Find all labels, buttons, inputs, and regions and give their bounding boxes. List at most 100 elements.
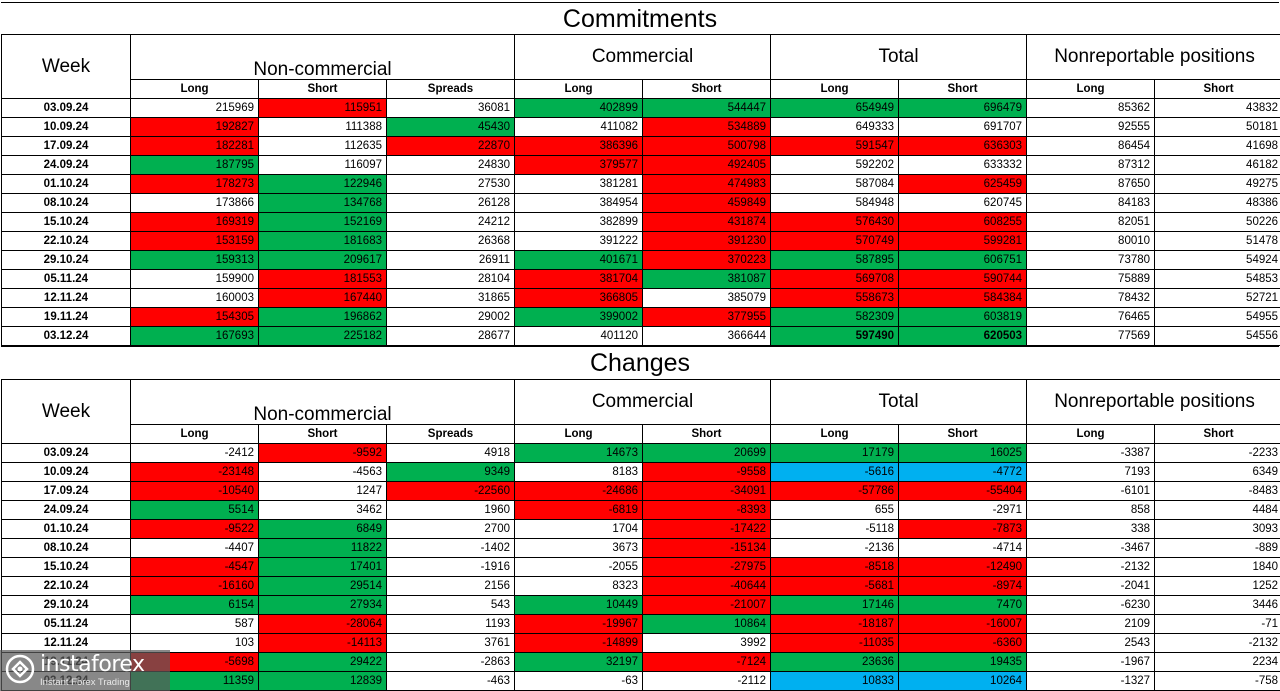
value-cell: -3467	[1026, 538, 1156, 558]
value-cell: 597490	[770, 326, 900, 346]
value-cell: 26368	[386, 231, 515, 251]
value-cell: 187795	[130, 155, 259, 175]
week-cell: 29.10.24	[1, 595, 131, 615]
value-cell: 27934	[258, 595, 387, 615]
value-cell: 46182	[1154, 155, 1280, 175]
commercial-header: Commercial	[513, 379, 772, 425]
week-cell: 01.10.24	[1, 174, 131, 194]
week-cell: 01.10.24	[1, 519, 131, 539]
instaforex-logo-icon	[5, 654, 35, 684]
column-header: Long	[514, 424, 643, 444]
value-cell: 386396	[514, 136, 643, 156]
value-cell: 17146	[770, 595, 900, 615]
value-cell: 570749	[770, 231, 900, 251]
value-cell: 543	[386, 595, 515, 615]
group-header-row: Week Non-commercial Commercial Total Nonrepo…	[1, 34, 1280, 99]
value-cell: 3093	[1154, 519, 1280, 539]
value-cell: 1840	[1154, 557, 1280, 577]
week-cell: 03.09.24	[1, 98, 131, 118]
value-cell: 587084	[770, 174, 900, 194]
table-row: 17.09.24 -10540 1247 -22560 -24686 -34091 -577…	[1, 481, 1280, 501]
value-cell: 576430	[770, 212, 900, 232]
value-cell: -7873	[898, 519, 1028, 539]
value-cell: -14113	[258, 633, 387, 653]
value-cell: 3446	[1154, 595, 1280, 615]
value-cell: 599281	[898, 231, 1028, 251]
week-cell: 17.09.24	[1, 481, 131, 501]
value-cell: 9349	[386, 462, 515, 482]
value-cell: 154305	[130, 307, 259, 327]
value-cell: 2156	[386, 576, 515, 596]
value-cell: 36081	[386, 98, 515, 118]
value-cell: 48386	[1154, 193, 1280, 213]
value-cell: -1967	[1026, 652, 1156, 672]
value-cell: 584948	[770, 193, 900, 213]
value-cell: 587895	[770, 250, 900, 270]
value-cell: 6154	[130, 595, 259, 615]
value-cell: -12490	[898, 557, 1028, 577]
week-cell: 03.12.24	[1, 326, 131, 346]
value-cell: 41698	[1154, 136, 1280, 156]
value-cell: 45430	[386, 117, 515, 137]
value-cell: 52721	[1154, 288, 1280, 308]
value-cell: -4714	[898, 538, 1028, 558]
column-header: Short	[641, 79, 772, 99]
value-cell: 51478	[1154, 231, 1280, 251]
nonreportable-header: Nonreportable positions	[1026, 379, 1280, 425]
value-cell: 29422	[258, 652, 387, 672]
value-cell: 1704	[514, 519, 643, 539]
value-cell: 27530	[386, 174, 515, 194]
table-row: 12.11.24 103 -14113 3761 -14899 3992 -11035 -63…	[1, 633, 1280, 653]
column-header: Short	[898, 79, 1028, 99]
value-cell: -6230	[1026, 595, 1156, 615]
value-cell: -23148	[130, 462, 259, 482]
value-cell: 381281	[514, 174, 643, 194]
table-row: 29.10.24 159313 209617 26911 401671 370223 587…	[1, 250, 1280, 270]
week-cell: 03.09.24	[1, 443, 131, 463]
value-cell: 633332	[898, 155, 1028, 175]
value-cell: -2863	[386, 652, 515, 672]
table-row: 19.11.24 154305 196862 29002 399002 377955 582…	[1, 307, 1280, 327]
value-cell: 384954	[514, 193, 643, 213]
value-cell: 379577	[514, 155, 643, 175]
instaforex-watermark: instaforex Instant Forex Trading	[0, 650, 170, 691]
value-cell: -2233	[1154, 443, 1280, 463]
table-row: 22.10.24 -16160 29514 2156 8323 -40644 -5681 -8…	[1, 576, 1280, 596]
value-cell: 606751	[898, 250, 1028, 270]
value-cell: 411082	[514, 117, 643, 137]
value-cell: 534889	[641, 117, 772, 137]
value-cell: -5616	[770, 462, 900, 482]
value-cell: 558673	[770, 288, 900, 308]
value-cell: 459849	[641, 193, 772, 213]
value-cell: 115951	[258, 98, 387, 118]
value-cell: -14899	[514, 633, 643, 653]
value-cell: 366644	[641, 326, 772, 346]
value-cell: 17401	[258, 557, 387, 577]
value-cell: 153159	[130, 231, 259, 251]
value-cell: 401671	[514, 250, 643, 270]
week-header: Week	[1, 379, 131, 444]
non-commercial-header: Non-commercial	[130, 379, 515, 425]
week-cell: 10.09.24	[1, 462, 131, 482]
value-cell: -9522	[130, 519, 259, 539]
value-cell: 28677	[386, 326, 515, 346]
nonreportable-header: Nonreportable positions	[1026, 34, 1280, 80]
week-cell: 08.10.24	[1, 193, 131, 213]
value-cell: -2041	[1026, 576, 1156, 596]
value-cell: 75889	[1026, 269, 1156, 289]
value-cell: -63	[514, 671, 643, 691]
column-header: Short	[1154, 79, 1280, 99]
value-cell: 122946	[258, 174, 387, 194]
value-cell: 1193	[386, 614, 515, 634]
value-cell: 625459	[898, 174, 1028, 194]
value-cell: 391222	[514, 231, 643, 251]
value-cell: -15134	[641, 538, 772, 558]
value-cell: 31865	[386, 288, 515, 308]
value-cell: 111388	[258, 117, 387, 137]
value-cell: 32197	[514, 652, 643, 672]
value-cell: 23636	[770, 652, 900, 672]
value-cell: -10540	[130, 481, 259, 501]
value-cell: 6849	[258, 519, 387, 539]
table-row: 10.09.24 -23148 -4563 9349 8183 -9558 -5616 -47…	[1, 462, 1280, 482]
value-cell: -4772	[898, 462, 1028, 482]
